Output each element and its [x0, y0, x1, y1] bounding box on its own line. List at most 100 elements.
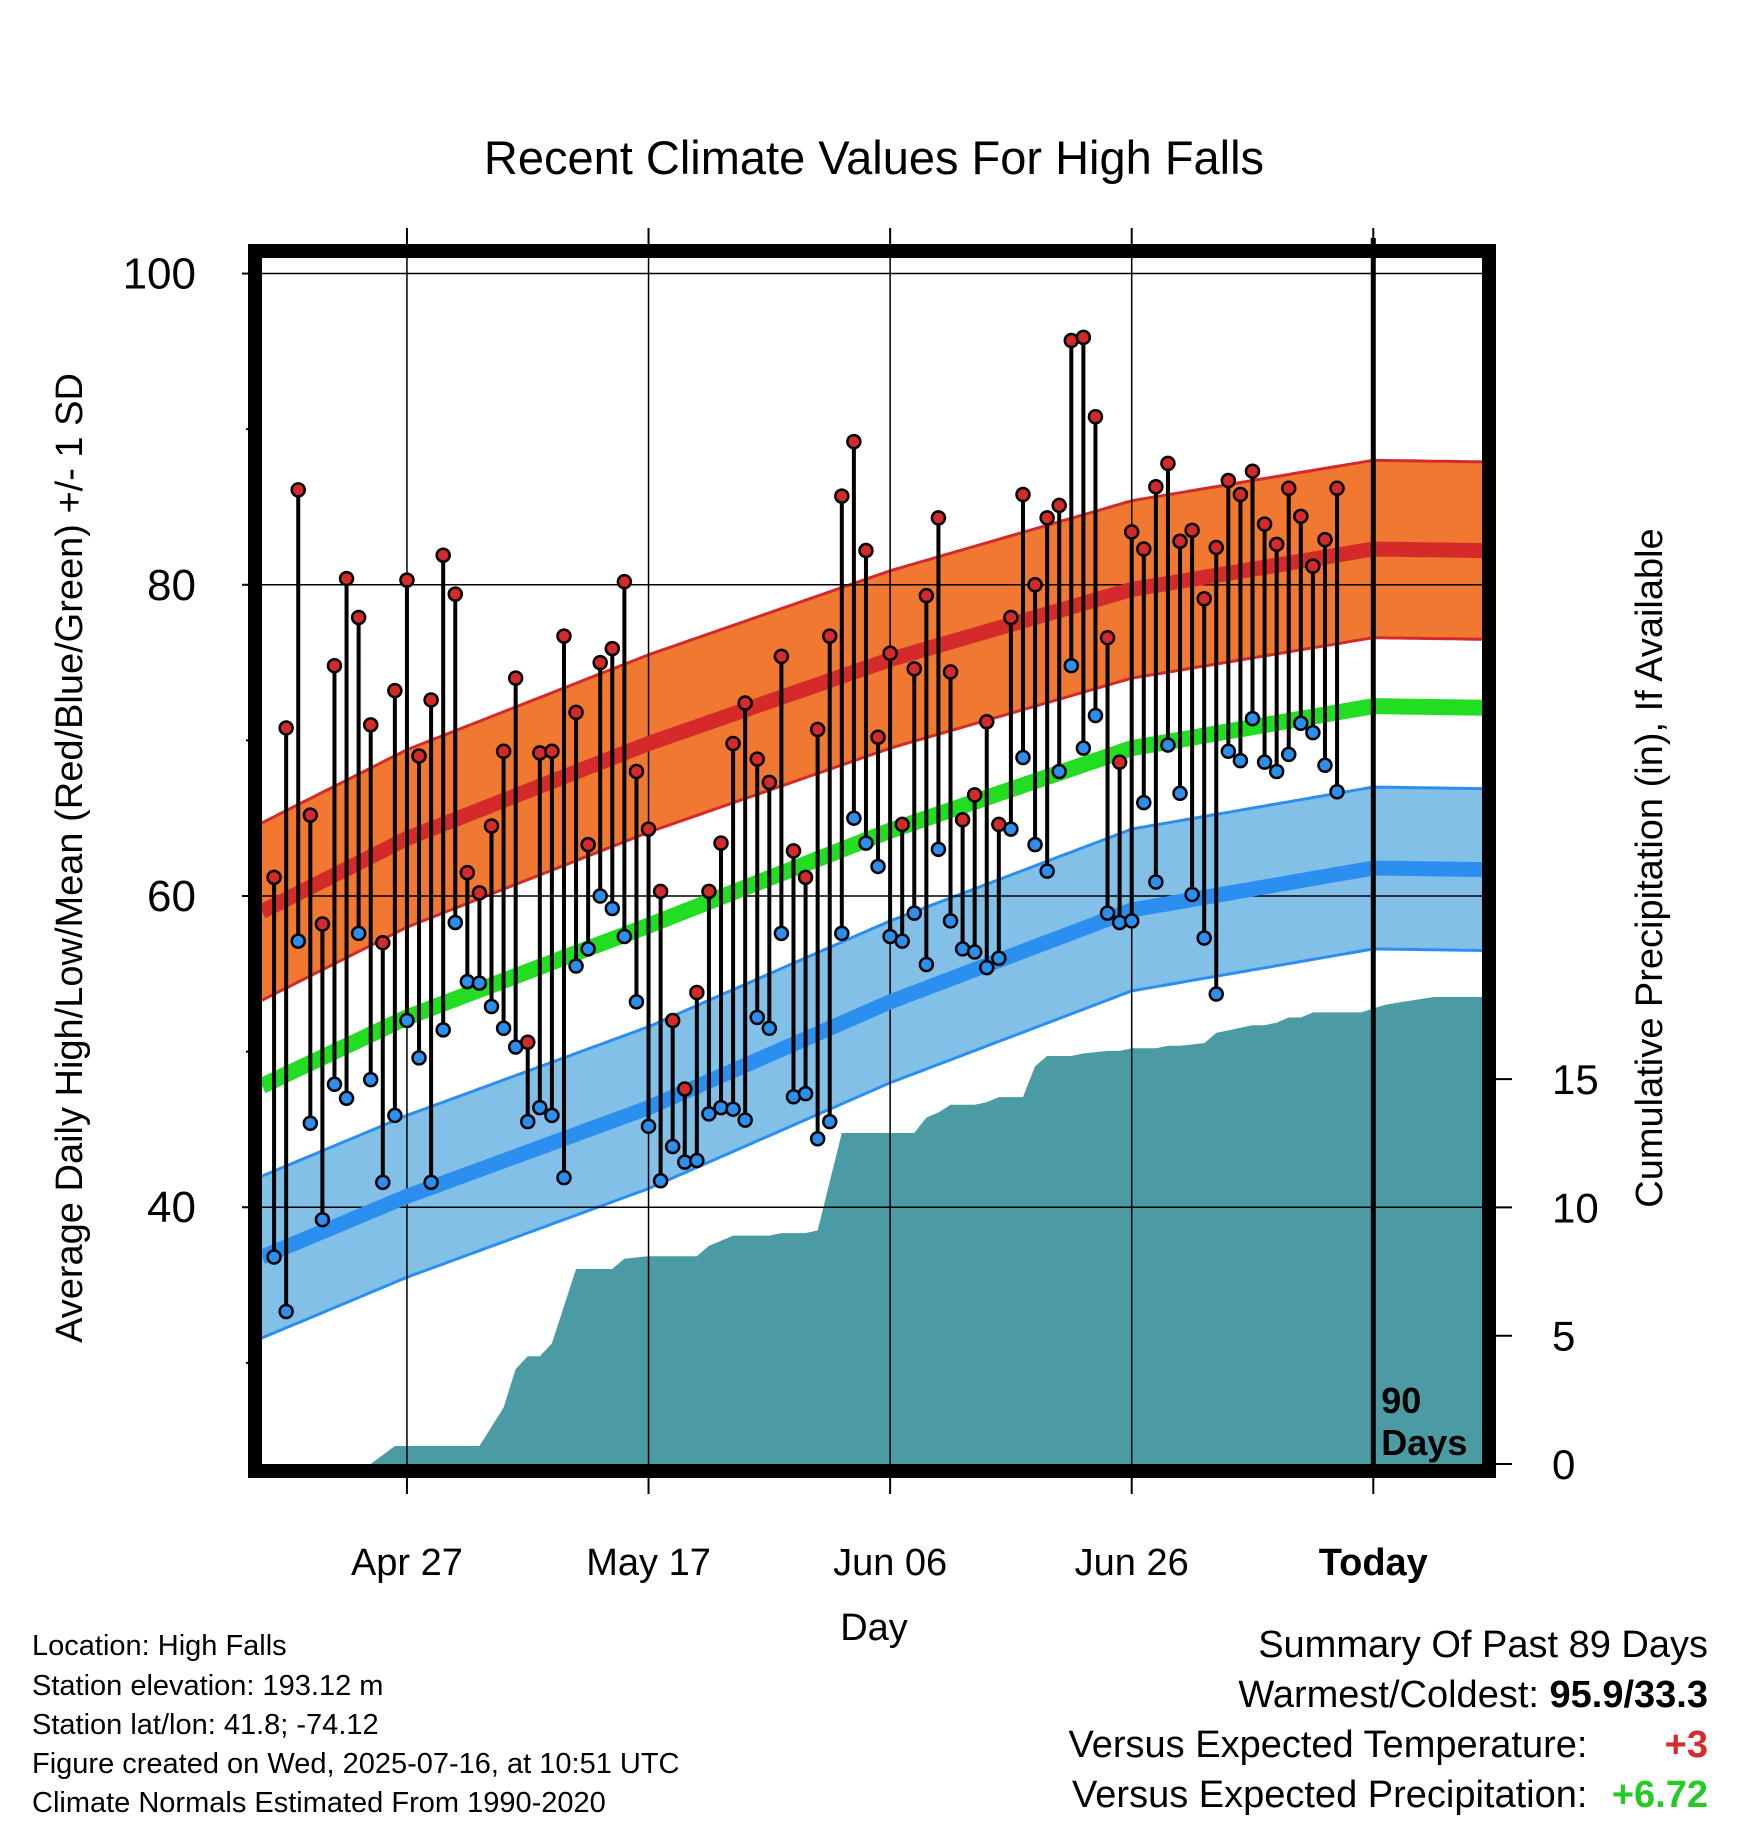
daily-high-point: [1232, 486, 1249, 503]
x-tick-label: May 17: [586, 1542, 711, 1584]
daily-low-point: [326, 1076, 343, 1093]
summary-temperature: Versus Expected Temperature: +3: [1069, 1726, 1708, 1764]
normal-low-band-upper-edge: [262, 785, 1482, 1178]
daily-high-point: [1208, 539, 1225, 556]
daily-low-point: [1027, 836, 1043, 853]
daily-low-point: [1039, 863, 1055, 879]
daily-high-point: [350, 609, 367, 626]
daily-high-point: [773, 648, 790, 665]
daily-low-point: [1256, 754, 1273, 770]
daily-high-point: [652, 883, 669, 900]
daily-low-point: [362, 1071, 379, 1088]
daily-high-point: [604, 640, 621, 657]
daily-high-point: [1075, 329, 1092, 346]
daily-high-point: [677, 1081, 693, 1097]
footer-latlon: Station lat/lon: 41.8; -74.12: [32, 1709, 379, 1741]
daily-low-point: [846, 810, 862, 826]
daily-low-point: [1184, 886, 1200, 903]
daily-high-point: [701, 883, 717, 900]
daily-low-point: [821, 1113, 838, 1130]
daily-low-point: [1160, 737, 1176, 753]
daily-low-point: [1087, 707, 1104, 724]
today-annotation: 90 Days: [1381, 1380, 1467, 1463]
daily-high-point: [821, 628, 838, 644]
today-annotation-line: 90: [1381, 1380, 1421, 1421]
daily-high-point: [834, 488, 850, 504]
daily-high-point: [1256, 516, 1273, 532]
daily-high-point: [785, 843, 802, 859]
daily-high-point: [302, 807, 319, 823]
daily-low-point: [1196, 930, 1212, 946]
daily-high-point: [1039, 510, 1055, 526]
x-tick-label: Today: [1319, 1542, 1428, 1584]
daily-low-point: [689, 1152, 705, 1169]
daily-low-point: [387, 1107, 403, 1124]
daily-high-point: [809, 721, 826, 738]
daily-low-point: [870, 858, 886, 875]
daily-high-point: [1003, 609, 1019, 626]
daily-low-point: [652, 1173, 669, 1189]
daily-low-point: [266, 1249, 282, 1265]
daily-high-point: [1184, 522, 1200, 539]
daily-low-point: [701, 1106, 717, 1122]
daily-high-point: [1317, 531, 1333, 548]
daily-high-point: [459, 864, 476, 881]
daily-high-point: [954, 812, 971, 828]
daily-low-point: [350, 925, 367, 942]
daily-high-point: [713, 835, 729, 851]
daily-low-point: [375, 1174, 391, 1191]
daily-high-point: [918, 587, 935, 604]
daily-low-point: [447, 914, 464, 931]
daily-low-point: [1329, 784, 1345, 800]
daily-high-point: [761, 774, 778, 791]
daily-low-point: [544, 1107, 560, 1124]
daily-low-point: [399, 1012, 415, 1029]
daily-high-point: [749, 751, 765, 767]
daily-high-point: [290, 482, 306, 498]
daily-high-point: [906, 661, 923, 677]
y2-tick-label: 15: [1552, 1056, 1599, 1103]
daily-low-point: [834, 925, 850, 942]
daily-high-point: [1099, 629, 1116, 646]
daily-high-point: [846, 433, 862, 450]
normal-mean-line: [262, 698, 1482, 1094]
daily-low-point: [1268, 763, 1285, 780]
daily-high-point: [362, 717, 379, 733]
normal-high-band-upper-edge: [262, 458, 1482, 825]
daily-high-point: [544, 743, 560, 760]
daily-low-point: [1063, 657, 1080, 674]
daily-high-point: [966, 787, 983, 803]
daily-low-point: [532, 1099, 548, 1116]
daily-high-point: [423, 692, 439, 708]
daily-low-point: [906, 905, 923, 921]
daily-low-point: [773, 925, 790, 942]
daily-low-point: [1051, 763, 1067, 780]
daily-high-point: [1329, 480, 1345, 497]
daily-low-point: [1148, 874, 1164, 890]
temp-label: Versus Expected Temperature:: [1068, 1724, 1588, 1766]
daily-low-point: [761, 1020, 778, 1037]
daily-low-point: [568, 958, 584, 974]
daily-low-point: [314, 1211, 331, 1228]
daily-low-point: [1136, 794, 1152, 811]
daily-high-point: [435, 547, 451, 563]
daily-low-point: [1123, 913, 1140, 929]
daily-low-point: [302, 1115, 319, 1131]
y2-tick-label: 10: [1552, 1184, 1599, 1231]
daily-high-point: [483, 818, 500, 834]
daily-low-point: [749, 1009, 765, 1026]
daily-low-point: [1208, 986, 1225, 1002]
daily-low-point: [1317, 757, 1333, 774]
x-tick-label: Jun 06: [833, 1542, 947, 1584]
y-tick-label: 40: [147, 1183, 196, 1232]
daily-high-point: [930, 510, 947, 526]
daily-low-point: [471, 975, 488, 991]
daily-low-point: [278, 1303, 294, 1320]
prcp-value: +6.72: [1611, 1774, 1708, 1816]
daily-low-point: [483, 998, 500, 1015]
daily-high-point: [1268, 536, 1285, 553]
daily-high-point: [640, 821, 657, 837]
daily-low-point: [858, 835, 874, 851]
daily-high-point: [737, 695, 753, 711]
x-tick-label: Jun 26: [1075, 1542, 1189, 1584]
